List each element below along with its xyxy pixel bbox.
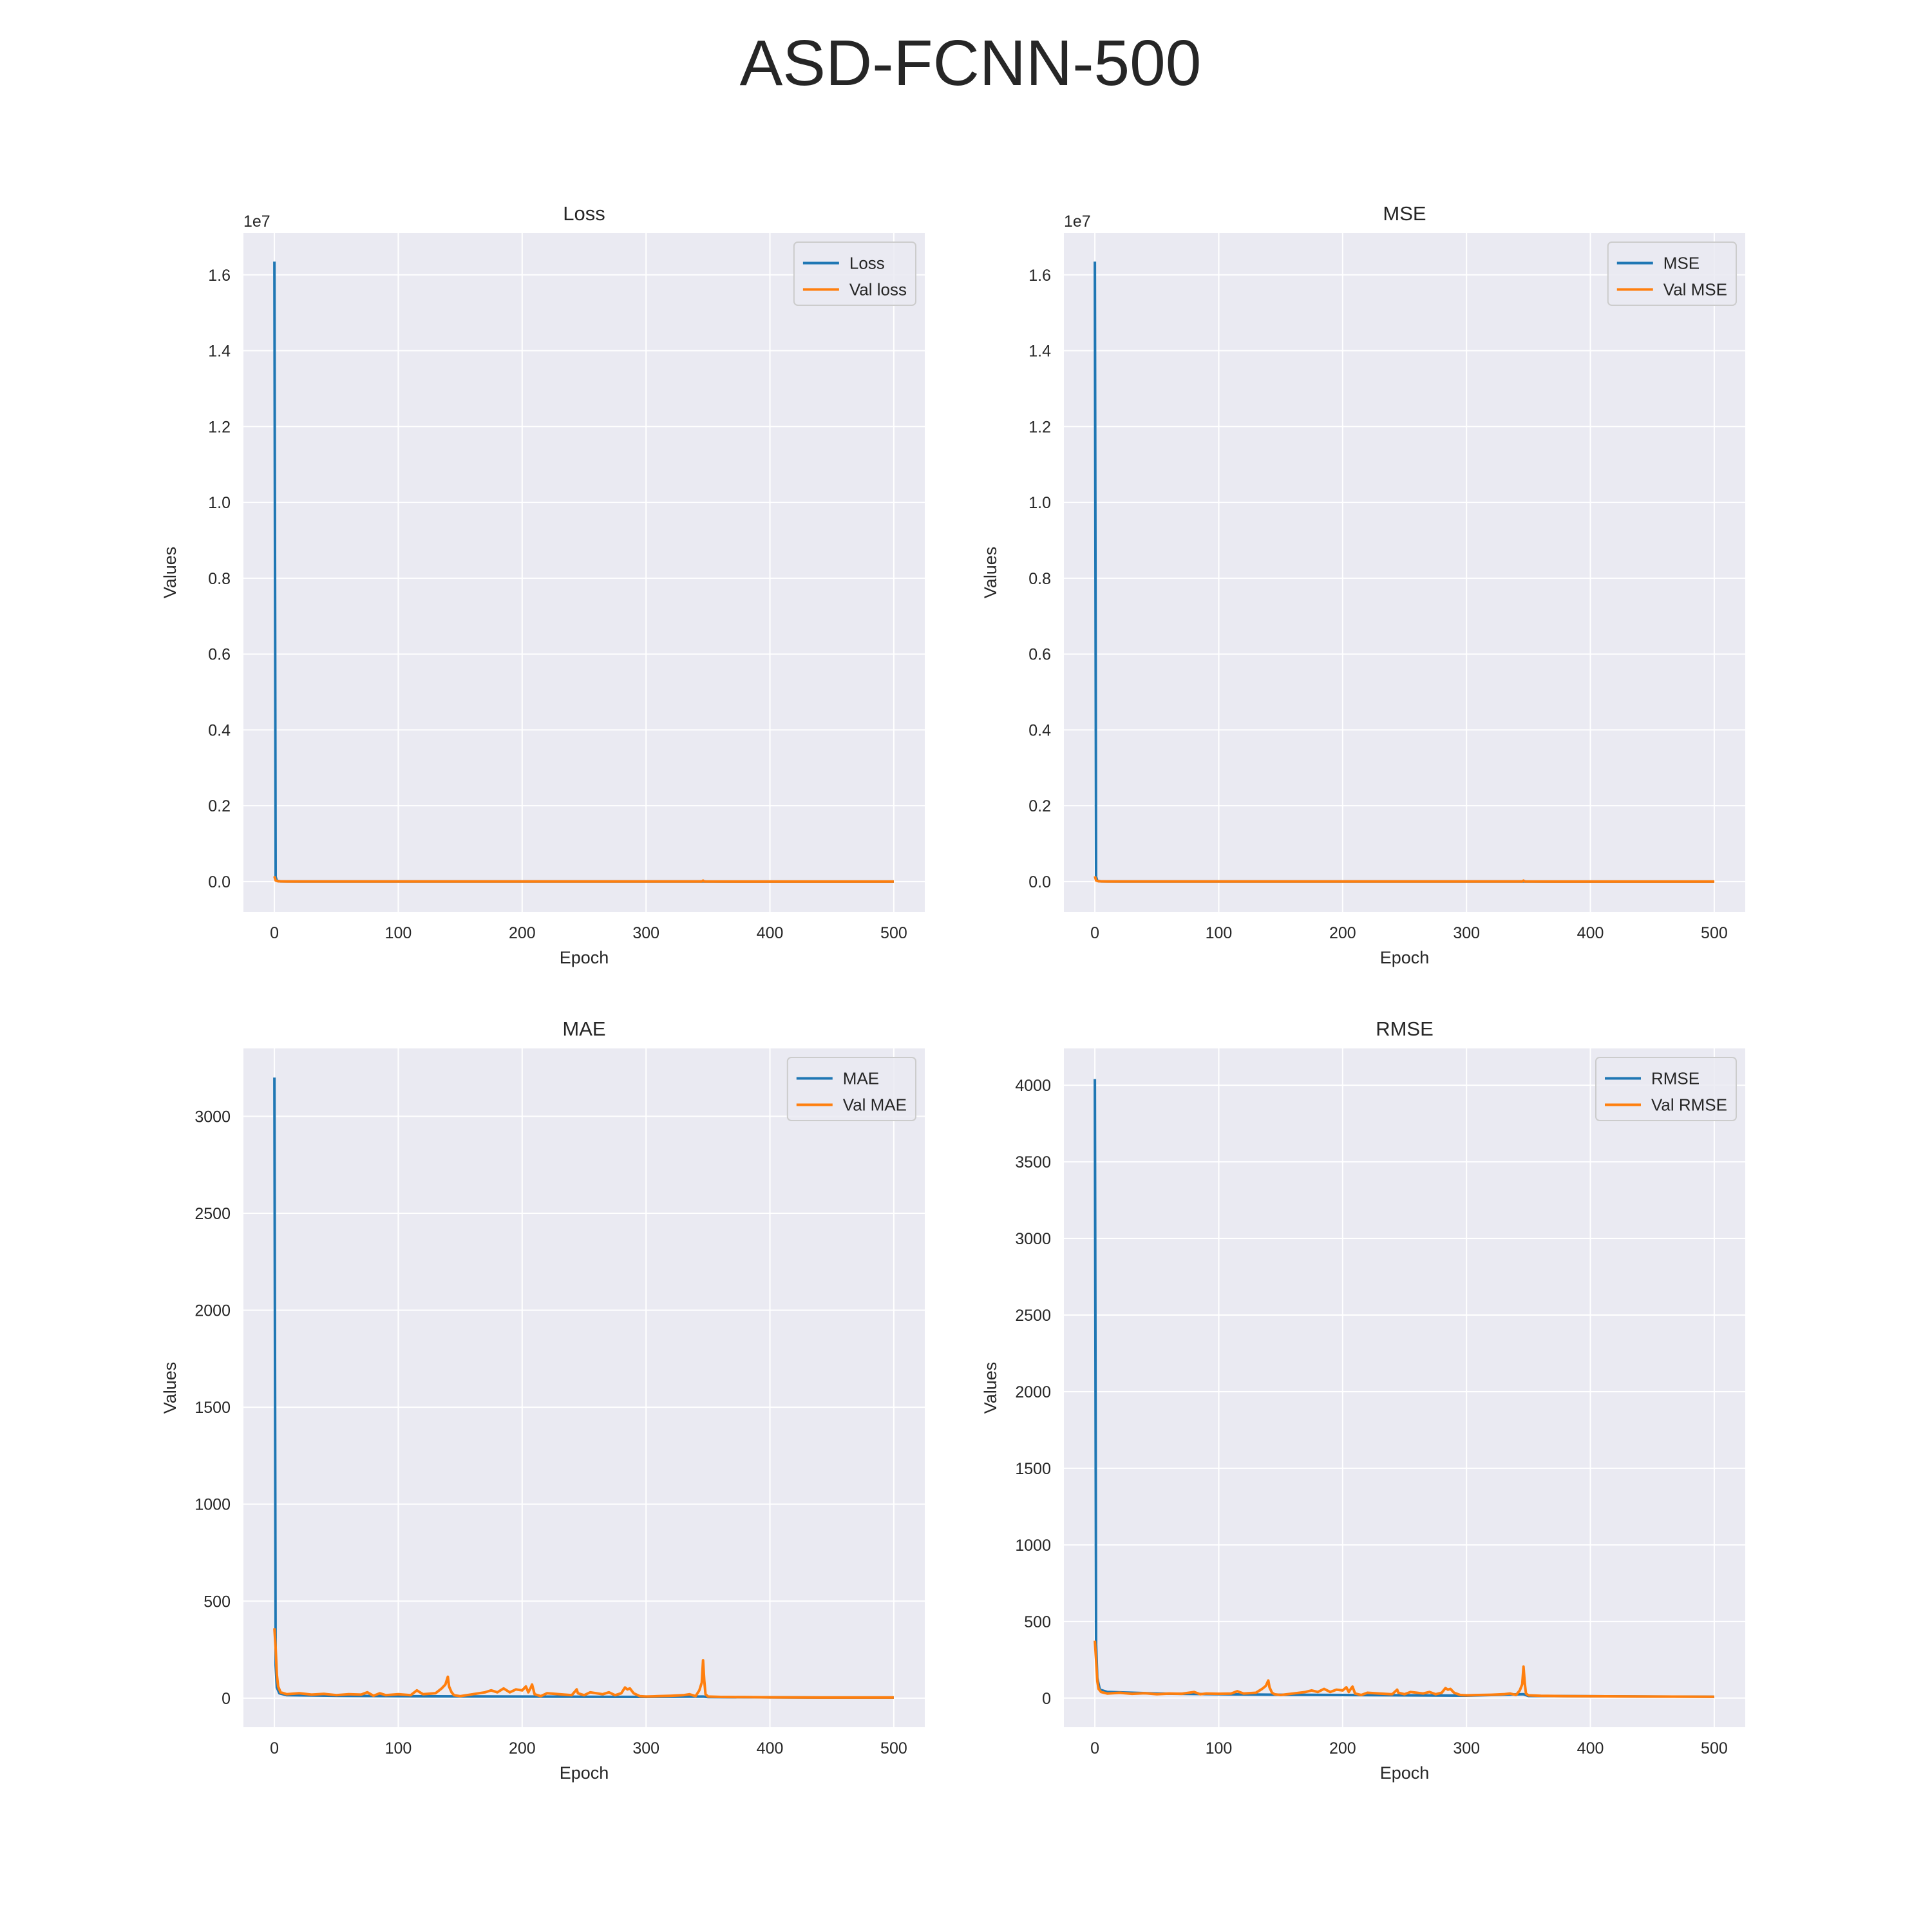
rmse-y-tick-label: 0	[1042, 1690, 1051, 1708]
loss-x-tick-label: 100	[385, 924, 412, 942]
loss-legend-label: Loss	[849, 254, 885, 273]
loss-y-offset-label: 1e7	[243, 213, 270, 231]
rmse-x-tick-label: 500	[1701, 1739, 1728, 1757]
rmse-series-val-line	[1094, 1640, 1714, 1698]
rmse-legend-label: Val RMSE	[1651, 1095, 1727, 1115]
mse-y-tick-label: 0.6	[1028, 646, 1051, 664]
rmse-y-tick-label: 3000	[1015, 1230, 1051, 1248]
loss-y-tick-label: 1.4	[208, 343, 231, 361]
rmse-y-tick-label: 1500	[1015, 1460, 1051, 1478]
loss-x-tick-label: 500	[880, 924, 907, 942]
mae-legend-label: MAE	[843, 1069, 879, 1088]
mse-x-axis-label: Epoch	[1380, 948, 1430, 967]
mse-y-tick-label: 1.0	[1028, 494, 1051, 512]
mse-x-tick-label: 0	[1090, 924, 1099, 942]
mae-y-tick-label: 500	[204, 1593, 231, 1611]
loss-x-tick-label: 300	[632, 924, 659, 942]
mae-chart-title: MAE	[562, 1018, 605, 1040]
rmse-x-axis-label: Epoch	[1380, 1763, 1430, 1783]
loss-y-tick-label: 1.0	[208, 494, 231, 512]
loss-chart-title: Loss	[563, 202, 605, 225]
loss-x-tick-label: 200	[509, 924, 536, 942]
mse-legend-label: MSE	[1663, 254, 1700, 273]
loss-y-tick-label: 0.4	[208, 721, 231, 739]
loss-legend: Loss Val loss	[793, 242, 916, 306]
figure-title: ASD-FCNN-500	[740, 27, 1202, 99]
mae-x-tick-label: 200	[509, 1739, 536, 1757]
mse-y-offset-label: 1e7	[1064, 213, 1091, 231]
mae-x-tick-label: 0	[270, 1739, 279, 1757]
mse-x-tick-label: 500	[1701, 924, 1728, 942]
rmse-x-tick-label: 100	[1206, 1739, 1233, 1757]
mse-y-tick-label: 0.2	[1028, 797, 1051, 815]
mae-series-val-line	[273, 1628, 894, 1699]
mae-x-tick-label: 400	[757, 1739, 784, 1757]
loss-series-val-line	[273, 876, 894, 883]
mae-legend-label: Val MAE	[843, 1095, 907, 1115]
rmse-y-tick-label: 3500	[1015, 1153, 1051, 1171]
mse-x-tick-label: 200	[1329, 924, 1356, 942]
mse-x-tick-label: 100	[1206, 924, 1233, 942]
rmse-y-tick-label: 2000	[1015, 1383, 1051, 1401]
mse-y-tick-label: 0.8	[1028, 570, 1051, 588]
rmse-plot-area	[1064, 1048, 1745, 1727]
mse-chart: 0 100 200 300 400 500 0.0 0.2 0.4 0.6 0.8 1.0 1.2 1.4…	[981, 202, 1745, 967]
mae-legend: MAE Val MAE	[786, 1057, 916, 1121]
mse-y-tick-label: 1.6	[1028, 267, 1051, 285]
mse-y-tick-label: 1.4	[1028, 343, 1051, 361]
rmse-x-tick-label: 400	[1577, 1739, 1604, 1757]
mse-y-axis-label: Values	[981, 547, 1000, 599]
loss-y-axis-label: Values	[160, 547, 180, 599]
loss-x-tick-label: 0	[270, 924, 279, 942]
loss-y-tick-label: 1.2	[208, 418, 231, 436]
mse-y-tick-label: 1.2	[1028, 418, 1051, 436]
mse-chart-title: MSE	[1383, 202, 1426, 225]
mse-plot-area	[1064, 233, 1745, 912]
mae-y-tick-label: 0	[222, 1690, 231, 1708]
rmse-y-tick-label: 4000	[1015, 1077, 1051, 1095]
loss-plot-area	[243, 233, 925, 912]
loss-x-tick-label: 400	[757, 924, 784, 942]
rmse-legend: RMSE Val RMSE	[1595, 1057, 1737, 1121]
mse-x-tick-label: 400	[1577, 924, 1604, 942]
mae-y-tick-label: 2000	[194, 1302, 231, 1320]
loss-y-tick-label: 0.8	[208, 570, 231, 588]
mae-chart: 0 100 200 300 400 500 0 500 1000 1500 2000 2500 3000…	[160, 1018, 925, 1783]
mae-y-axis-label: Values	[160, 1362, 180, 1414]
rmse-y-tick-label: 1000	[1015, 1537, 1051, 1555]
rmse-y-axis-label: Values	[981, 1362, 1000, 1414]
rmse-x-tick-label: 0	[1090, 1739, 1099, 1757]
rmse-x-tick-label: 200	[1329, 1739, 1356, 1757]
loss-legend-label: Val loss	[849, 280, 907, 299]
mae-x-tick-label: 100	[385, 1739, 412, 1757]
loss-x-axis-label: Epoch	[560, 948, 609, 967]
mse-series-val-line	[1094, 876, 1714, 883]
mae-x-tick-label: 500	[880, 1739, 907, 1757]
rmse-y-tick-label: 500	[1024, 1613, 1051, 1631]
mse-x-tick-label: 300	[1453, 924, 1480, 942]
mse-legend-label: Val MSE	[1663, 280, 1727, 299]
rmse-x-tick-label: 300	[1453, 1739, 1480, 1757]
mae-y-tick-label: 3000	[194, 1108, 231, 1126]
rmse-y-tick-label: 2500	[1015, 1307, 1051, 1325]
loss-y-tick-label: 0.0	[208, 873, 231, 891]
rmse-chart-title: RMSE	[1376, 1018, 1434, 1040]
loss-y-tick-label: 0.6	[208, 646, 231, 664]
mae-plot-area	[243, 1048, 925, 1727]
mse-y-tick-label: 0.4	[1028, 721, 1051, 739]
mae-x-axis-label: Epoch	[560, 1763, 609, 1783]
loss-y-tick-label: 0.2	[208, 797, 231, 815]
mse-y-tick-label: 0.0	[1028, 873, 1051, 891]
mse-legend: MSE Val MSE	[1607, 242, 1737, 306]
rmse-legend-label: RMSE	[1651, 1069, 1700, 1088]
loss-chart: 0 100 200 300 400 500 0.0 0.2 0.4 0.6 0.8 1.0 1.2 1.4…	[160, 202, 925, 967]
mae-x-tick-label: 300	[632, 1739, 659, 1757]
mae-y-tick-label: 1000	[194, 1496, 231, 1514]
loss-y-tick-label: 1.6	[208, 267, 231, 285]
rmse-chart: 0 100 200 300 400 500 0 500 1000 1500 2000 2500 3000…	[981, 1018, 1745, 1783]
mae-y-tick-label: 2500	[194, 1205, 231, 1223]
mae-y-tick-label: 1500	[194, 1399, 231, 1417]
